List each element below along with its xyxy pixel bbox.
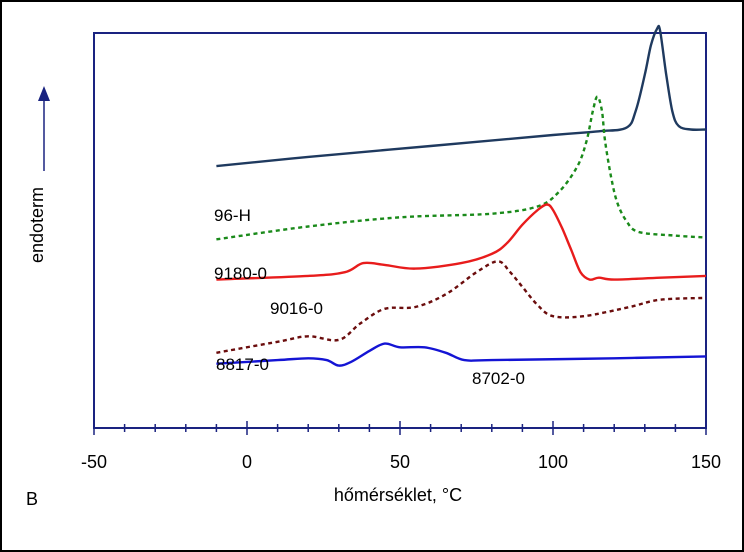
y-axis-label: endoterm bbox=[27, 187, 47, 263]
x-tick-label: 150 bbox=[691, 452, 721, 472]
x-tick-label: 50 bbox=[390, 452, 410, 472]
series-line-8702-0 bbox=[216, 342, 707, 367]
series-label-8702-0: 8702-0 bbox=[472, 369, 525, 388]
series-line-9180-0 bbox=[216, 95, 707, 241]
series-label-8817-0: 8817-0 bbox=[216, 355, 269, 374]
series-label-9180-0: 9180-0 bbox=[214, 264, 267, 283]
panel-label: B bbox=[26, 489, 38, 509]
x-tick-label: 0 bbox=[242, 452, 252, 472]
x-axis-label: hőmérséklet, °C bbox=[334, 485, 462, 505]
x-axis: -50 0 50 100 150 bbox=[81, 421, 721, 472]
curves bbox=[216, 24, 707, 367]
y-axis-label-group: endoterm bbox=[27, 86, 50, 263]
plot-area bbox=[93, 32, 707, 429]
arrow-up-icon bbox=[38, 86, 50, 101]
series-line-96-H bbox=[216, 24, 707, 168]
series-label-96-H: 96-H bbox=[214, 206, 251, 225]
series-label-9016-0: 9016-0 bbox=[270, 299, 323, 318]
series-line-9016-0 bbox=[216, 203, 707, 281]
series-line-8817-0 bbox=[216, 260, 707, 354]
x-tick-label: -50 bbox=[81, 452, 107, 472]
x-tick-label: 100 bbox=[538, 452, 568, 472]
